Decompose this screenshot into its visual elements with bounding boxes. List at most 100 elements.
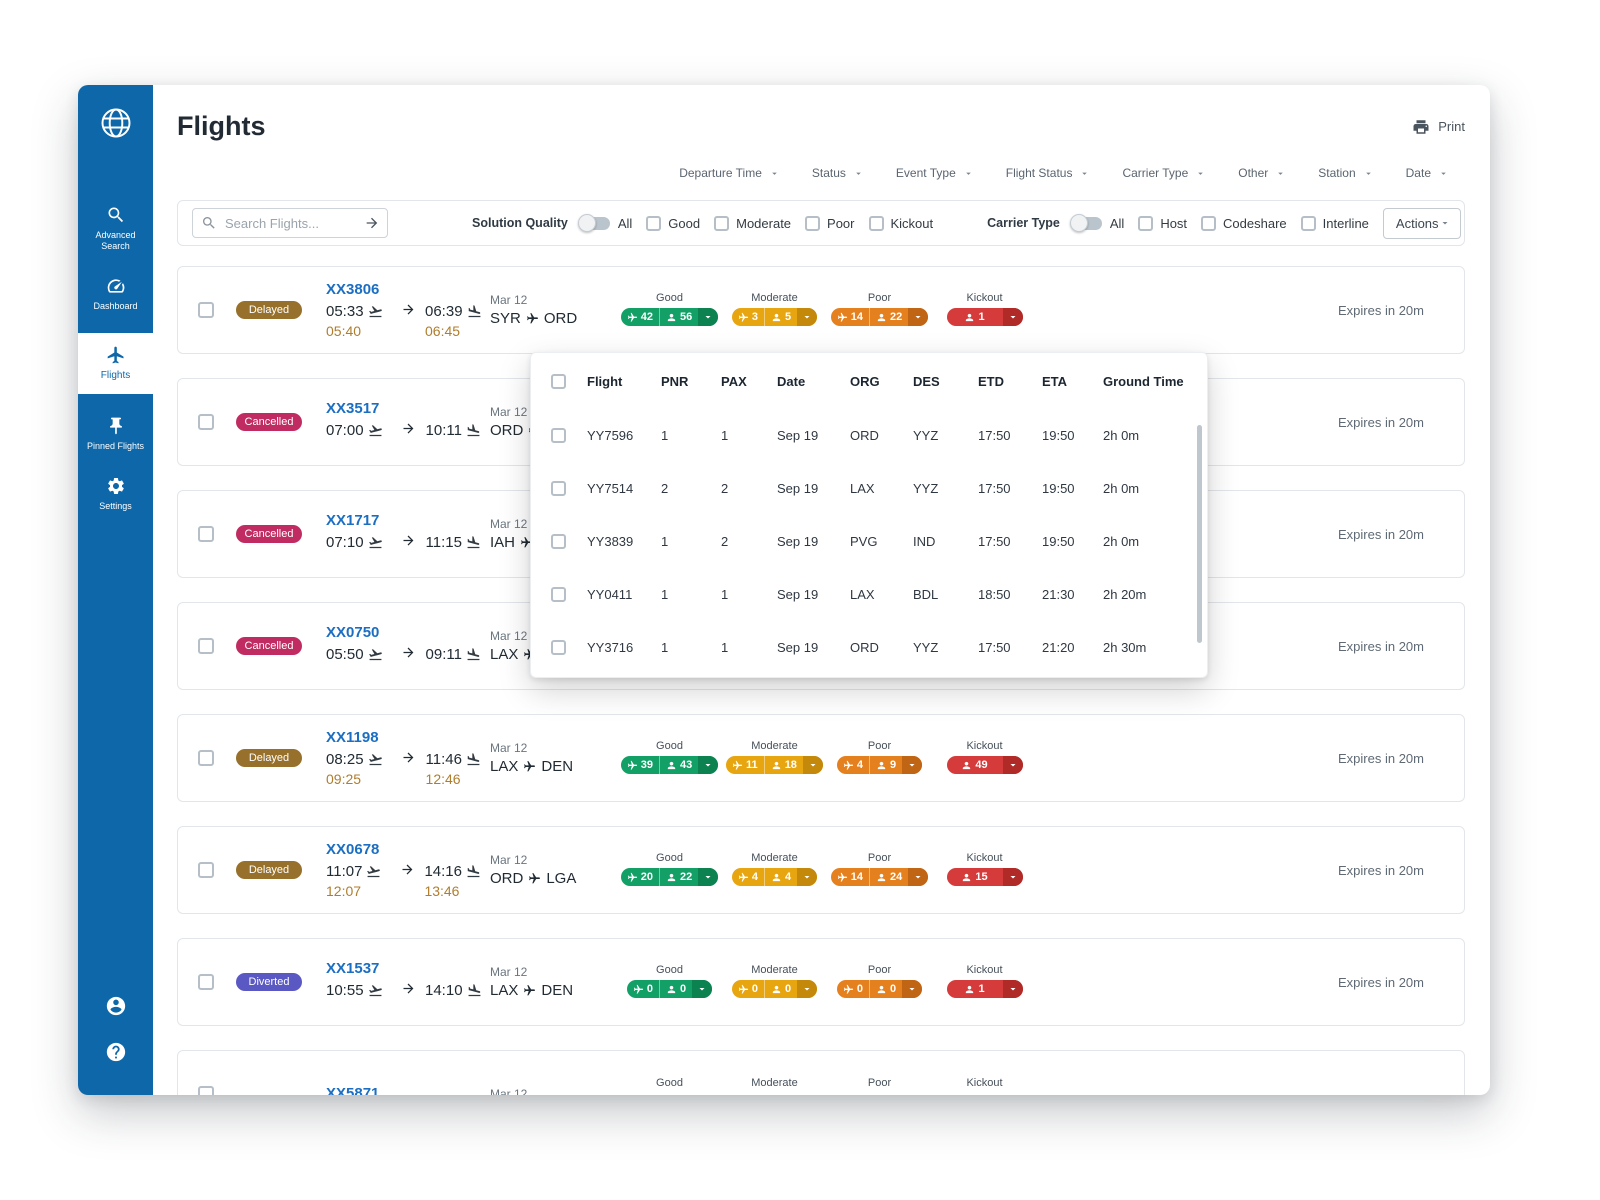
popup-row-checkbox[interactable] [551,587,566,602]
sidebar-item-pinned-flights[interactable]: Pinned Flights [78,414,153,454]
sidebar-item-settings[interactable]: Settings [78,474,153,514]
checkbox-good[interactable]: Good [646,215,700,231]
filter-chip-flight-status[interactable]: Flight Status [1006,166,1091,180]
checkbox-interline[interactable]: Interline [1300,215,1369,231]
row-checkbox[interactable] [198,862,214,878]
chevron-down-icon[interactable] [698,308,719,327]
row-checkbox[interactable] [198,974,214,990]
chevron-down-icon [1198,172,1204,175]
chevron-down-icon[interactable] [797,868,818,887]
flight-number-link[interactable]: XX1537 [326,960,380,977]
flight-number-link[interactable]: XX0750 [326,624,380,641]
row-checkbox[interactable] [198,638,214,654]
chevron-down-icon[interactable] [802,756,823,775]
popup-scrollbar[interactable] [1197,425,1202,643]
filter-chip-date[interactable]: Date [1406,166,1449,180]
quality-badge[interactable]: 14 22 [830,308,929,327]
quality-badge[interactable]: 0 0 [626,980,713,999]
quality-badge[interactable]: 3 5 [731,308,818,327]
arrow-right-icon [401,533,416,552]
solution-quality-all-toggle[interactable] [577,213,610,232]
popup-row-checkbox[interactable] [551,534,566,549]
chevron-down-icon[interactable] [1002,980,1023,999]
search-input[interactable] [192,208,388,238]
poor-checkbox[interactable] [805,215,821,231]
quality-badge[interactable]: 49 [946,756,1023,775]
checkbox-kickout[interactable]: Kickout [868,215,933,231]
chevron-down-icon[interactable] [692,980,713,999]
interline-checkbox[interactable] [1300,215,1316,231]
row-checkbox[interactable] [198,414,214,430]
chevron-down-icon[interactable] [1002,308,1023,327]
popup-row-checkbox[interactable] [551,428,566,443]
row-checkbox[interactable] [198,750,214,766]
quality-badge[interactable]: 14 24 [830,868,929,887]
quality-badge[interactable]: 1 [946,980,1023,999]
moderate-checkbox[interactable] [714,215,730,231]
quality-label: Kickout [966,740,1003,753]
filter-chip-event-type[interactable]: Event Type [896,166,974,180]
chevron-down-icon[interactable] [698,868,719,887]
quality-label: Poor [867,740,892,753]
filter-chip-station[interactable]: Station [1318,166,1373,180]
chevron-down-icon[interactable] [1002,756,1023,775]
quality-badge[interactable]: 15 [946,868,1023,887]
quality-badge[interactable]: 39 43 [620,756,719,775]
popup-table-row: YY3716 1 1 Sep 19 ORD YYZ 17:50 21:20 2h… [531,621,1207,674]
print-button[interactable]: Print [1412,118,1465,136]
person-icon [772,313,781,321]
popup-row-checkbox[interactable] [551,640,566,655]
chevron-down-icon[interactable] [902,980,923,999]
chevron-down-icon[interactable] [908,868,929,887]
sidebar-item-flights[interactable]: Flights [78,333,153,395]
row-checkbox[interactable] [198,1086,214,1095]
filter-chip-carrier-type[interactable]: Carrier Type [1122,166,1206,180]
quality-badge[interactable]: 4 9 [836,756,923,775]
chevron-down-icon[interactable] [797,308,818,327]
codeshare-checkbox[interactable] [1201,215,1217,231]
flight-number-link[interactable]: XX5871 [326,1085,380,1095]
host-checkbox[interactable] [1138,215,1154,231]
chevron-down-icon[interactable] [902,756,923,775]
flight-number-link[interactable]: XX1198 [326,729,379,746]
filter-chip-other[interactable]: Other [1238,166,1286,180]
quality-group: Moderate 3 5 [725,292,824,328]
chevron-down-icon[interactable] [698,756,719,775]
popup-select-all-checkbox[interactable] [551,373,566,389]
quality-group: Poor 0 0 [830,964,929,1000]
chevron-down-icon[interactable] [797,980,818,999]
quality-badge[interactable]: 42 56 [620,308,719,327]
flight-number-link[interactable]: XX3806 [326,281,380,298]
search-submit-arrow-icon[interactable] [364,215,380,231]
quality-badge[interactable]: 0 0 [836,980,923,999]
quality-badge[interactable]: 11 18 [726,756,823,775]
quality-badge[interactable]: 0 0 [731,980,818,999]
help-icon[interactable] [105,1041,127,1063]
filter-chip-status[interactable]: Status [812,166,864,180]
chevron-down-icon[interactable] [1002,868,1023,887]
filter-chip-departure-time[interactable]: Departure Time [679,166,780,180]
kickout-checkbox[interactable] [868,215,884,231]
quality-badge[interactable]: 20 22 [620,868,719,887]
sidebar-item-advanced-search[interactable]: Advanced Search [78,203,153,254]
row-checkbox[interactable] [198,302,214,318]
actions-button[interactable]: Actions [1382,207,1461,239]
quality-zone: Good 0 0 Moderate 0 0 Poor 0 0 Kickout 1 [620,964,1034,1000]
carrier-type-all-toggle[interactable] [1069,213,1102,232]
flight-number-link[interactable]: XX1717 [326,512,380,529]
sidebar-item-dashboard[interactable]: Dashboard [78,274,153,314]
checkbox-poor[interactable]: Poor [805,215,855,231]
flight-number-link[interactable]: XX0678 [326,841,380,858]
gear-icon [107,478,124,495]
quality-badge[interactable]: 1 [946,308,1023,327]
checkbox-moderate[interactable]: Moderate [714,215,791,231]
checkbox-host[interactable]: Host [1138,215,1187,231]
row-checkbox[interactable] [198,526,214,542]
chevron-down-icon[interactable] [908,308,929,327]
popup-row-checkbox[interactable] [551,481,566,496]
good-checkbox[interactable] [646,215,662,231]
flight-number-link[interactable]: XX3517 [326,400,380,417]
quality-badge[interactable]: 4 4 [731,868,818,887]
checkbox-codeshare[interactable]: Codeshare [1201,215,1287,231]
account-icon[interactable] [105,995,127,1017]
